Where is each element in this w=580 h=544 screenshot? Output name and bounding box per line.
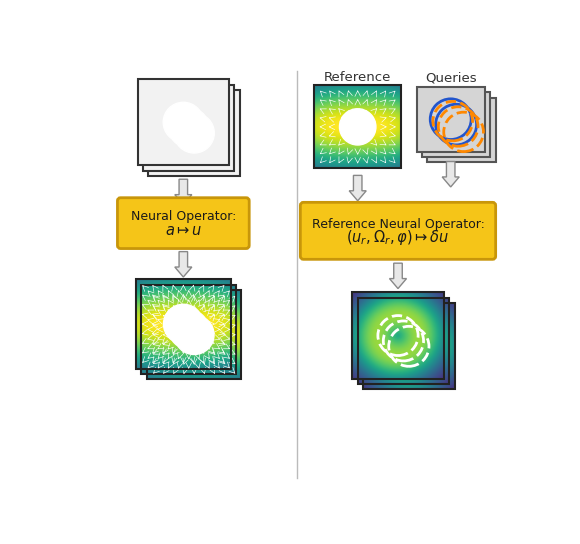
- Text: Queries: Queries: [425, 71, 477, 84]
- Polygon shape: [175, 252, 192, 277]
- Circle shape: [169, 108, 209, 147]
- Circle shape: [339, 109, 376, 145]
- Bar: [314, 85, 401, 169]
- Circle shape: [163, 102, 204, 142]
- Bar: [137, 79, 229, 165]
- Text: Neural Operator:: Neural Operator:: [130, 211, 236, 224]
- Bar: [143, 84, 234, 171]
- Circle shape: [175, 315, 214, 355]
- Polygon shape: [349, 175, 366, 201]
- Text: $(u_r, \Omega_r, \varphi) \mapsto \delta u$: $(u_r, \Omega_r, \varphi) \mapsto \delta…: [346, 228, 450, 248]
- Circle shape: [164, 304, 203, 344]
- Text: $a \mapsto u$: $a \mapsto u$: [165, 222, 202, 238]
- Bar: [142, 285, 236, 374]
- Circle shape: [174, 113, 214, 153]
- Polygon shape: [175, 179, 192, 205]
- Bar: [416, 87, 485, 152]
- Bar: [363, 303, 455, 390]
- Bar: [147, 290, 241, 380]
- FancyBboxPatch shape: [117, 197, 249, 249]
- Polygon shape: [390, 263, 407, 288]
- Text: Reference: Reference: [324, 71, 392, 84]
- Bar: [358, 298, 449, 384]
- Bar: [427, 97, 496, 162]
- Bar: [352, 293, 444, 379]
- Bar: [422, 92, 490, 157]
- Circle shape: [169, 310, 209, 349]
- Bar: [136, 279, 231, 369]
- Bar: [148, 90, 240, 176]
- Text: Reference Neural Operator:: Reference Neural Operator:: [311, 218, 484, 231]
- Polygon shape: [442, 162, 459, 187]
- FancyBboxPatch shape: [300, 202, 496, 259]
